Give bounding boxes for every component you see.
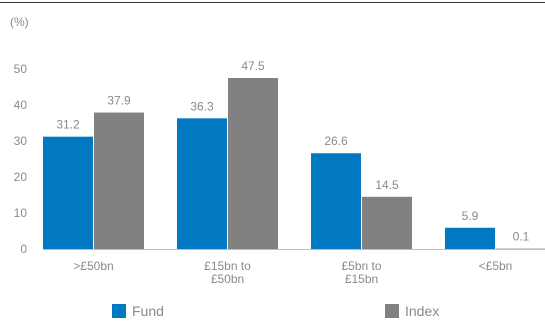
y-tick-label: 40 <box>14 98 28 112</box>
bar-fund-2 <box>311 153 361 249</box>
data-label-fund-3: 5.9 <box>462 209 479 223</box>
bar-fund-0 <box>43 136 93 249</box>
bar-index-2 <box>362 196 412 249</box>
x-category-label: £15bn to £50bn <box>204 259 251 286</box>
bar-fund-1 <box>177 118 227 249</box>
x-category-label: <£5bn <box>479 259 513 273</box>
legend-swatch-index <box>385 304 399 318</box>
legend-label-fund: Fund <box>132 303 164 319</box>
data-label-fund-1: 36.3 <box>190 99 214 113</box>
data-label-index-3: 0.1 <box>513 230 530 244</box>
data-labels: 31.2 36.3 26.6 5.9 37.9 47.5 14.5 0.1 <box>56 59 529 244</box>
x-category-label: >£50bn <box>73 259 113 273</box>
data-label-index-1: 47.5 <box>241 59 265 73</box>
unit-label: (%) <box>10 15 29 29</box>
bar-index-1 <box>228 78 278 249</box>
x-category-label: £5bn to £15bn <box>341 259 381 286</box>
data-label-fund-2: 26.6 <box>324 134 348 148</box>
y-tick-label: 50 <box>14 62 28 76</box>
data-label-fund-0: 31.2 <box>56 118 80 132</box>
legend-label-index: Index <box>405 303 439 319</box>
y-tick-label: 10 <box>14 206 28 220</box>
legend-swatch-fund <box>112 304 126 318</box>
y-tick-label: 30 <box>14 134 28 148</box>
data-label-index-2: 14.5 <box>375 178 399 192</box>
bars <box>43 78 545 250</box>
y-tick-label: 0 <box>20 242 27 256</box>
data-label-index-0: 37.9 <box>107 94 131 108</box>
y-tick-label: 20 <box>14 170 28 184</box>
bar-fund-3 <box>445 227 495 249</box>
legend: Fund Index <box>112 303 439 319</box>
bar-index-0 <box>94 112 144 249</box>
x-axis: >£50bn £15bn to £50bn £5bn to £15bn <£5bn <box>73 259 512 286</box>
y-axis: 0 10 20 30 40 50 <box>14 62 28 256</box>
